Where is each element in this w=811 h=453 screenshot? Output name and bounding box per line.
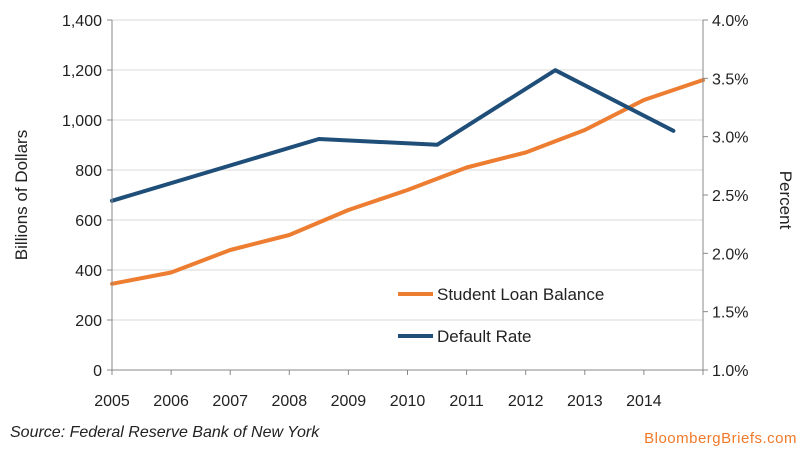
y2-tick-label: 2.5% [712, 188, 748, 205]
series-line-default-rate [110, 68, 676, 203]
y-tick-label: 200 [75, 313, 102, 330]
y-tick-label: 1,000 [62, 113, 102, 130]
brand-logo-text: BloombergBriefs.com [644, 430, 797, 447]
series-line-student-loan-balance [110, 78, 705, 286]
y-tick-label: 600 [75, 213, 102, 230]
y2-tick-label: 1.5% [712, 305, 748, 322]
x-tick-label: 2010 [390, 393, 426, 410]
x-tick-label: 2008 [272, 393, 308, 410]
source-note: Source: Federal Reserve Bank of New York [10, 424, 320, 441]
y-tick-label: 400 [75, 263, 102, 280]
y2-tick-label: 4.0% [712, 13, 748, 30]
series-layer [110, 68, 705, 286]
y2-tick-label: 1.0% [712, 363, 748, 380]
line-chart: 0 200 400 600 800 1,000 1,200 1,400 1.0% 1.5% 2.0%… [12, 13, 795, 410]
y-tick-label: 1,200 [62, 63, 102, 80]
x-tick-label: 2013 [567, 393, 603, 410]
y2-tick-label: 2.0% [712, 246, 748, 263]
y2-tick-label: 3.0% [712, 130, 748, 147]
x-tick-label: 2011 [449, 393, 484, 410]
legend: Student Loan Balance Default Rate [398, 285, 604, 346]
y-axis-title-right: Percent [776, 171, 795, 230]
y-tick-label: 0 [93, 363, 102, 380]
y2-tick-label: 3.5% [712, 71, 748, 88]
x-tick-label: 2012 [508, 393, 544, 410]
x-tick-label: 2009 [331, 393, 367, 410]
tick-labels: 0 200 400 600 800 1,000 1,200 1,400 1.0% 1.5% 2.0%… [62, 13, 749, 410]
x-tick-label: 2006 [153, 393, 189, 410]
axes [107, 19, 708, 375]
y-axis-title-left: Billions of Dollars [12, 130, 31, 260]
legend-label: Default Rate [437, 327, 532, 346]
y-tick-label: 1,400 [62, 13, 102, 30]
x-tick-label: 2005 [94, 393, 130, 410]
y-tick-label: 800 [75, 163, 102, 180]
x-tick-label: 2007 [212, 393, 248, 410]
legend-label: Student Loan Balance [437, 285, 604, 304]
gridlines [112, 19, 703, 321]
x-tick-label: 2014 [626, 393, 662, 410]
